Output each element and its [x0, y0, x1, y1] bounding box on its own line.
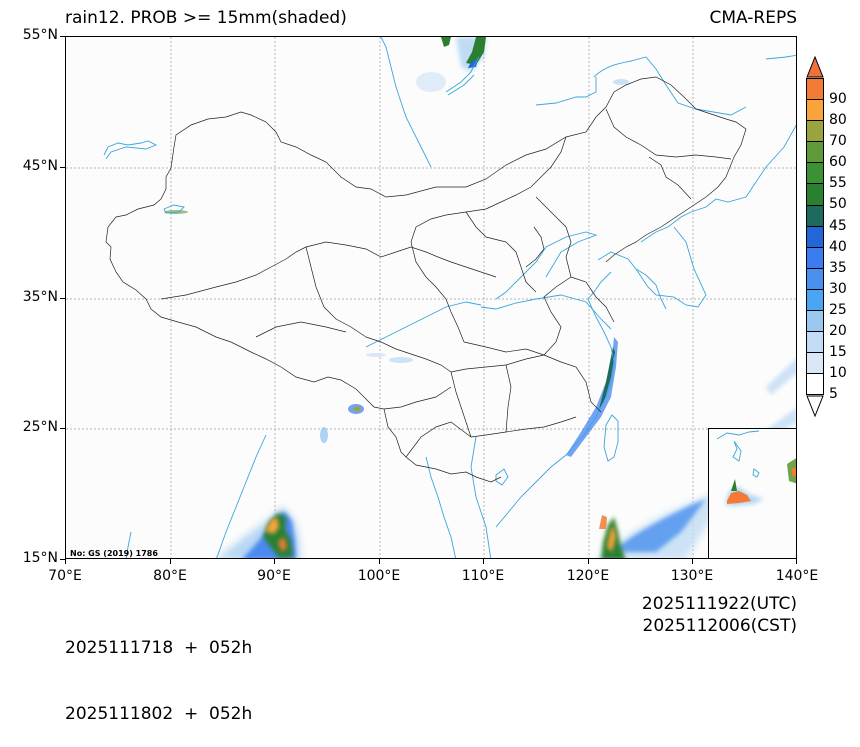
x-tick-120e: 120°E [566, 568, 610, 584]
y-tick-mark [60, 167, 65, 168]
y-tick-35n: 35°N [22, 289, 58, 305]
precip-yunnan [348, 404, 364, 414]
coastlines-rivers [103, 37, 796, 558]
borders [105, 76, 747, 483]
gridlines [66, 37, 796, 558]
approval-number: No: GS (2019) 1786 [70, 549, 158, 558]
map-canvas: No: GS (2019) 1786 [66, 37, 796, 558]
colorbar-tick-label: 25 [829, 301, 847, 318]
colorbar-tick-label: 40 [829, 238, 847, 255]
colorbar-tick-label: 50 [829, 196, 847, 213]
colorbar-segment: 90 [806, 78, 847, 107]
x-tick-70e: 70°E [48, 568, 82, 584]
y-tick-15n: 15°N [22, 550, 58, 566]
x-tick-mark [692, 559, 693, 564]
colorbar-segment: 10 [806, 353, 847, 381]
valid-time-utc: 2025111922(UTC) [641, 594, 797, 614]
precip-southeast-coast [566, 337, 618, 457]
colorbar-tick-label: 70 [829, 133, 847, 150]
x-tick-mark [65, 559, 66, 564]
colorbar-tick-label: 90 [829, 91, 847, 107]
colorbar-tick-label: 45 [829, 217, 847, 234]
y-tick-mark [60, 36, 65, 37]
x-tick-mark [483, 559, 484, 564]
colorbar-tick-label: 30 [829, 280, 847, 297]
colorbar-tick-label: 35 [829, 259, 847, 276]
colorbar-segment: 70 [806, 121, 847, 149]
precip-philippine-sea [598, 477, 738, 558]
south-china-sea-inset [708, 428, 796, 558]
init-time-cst: 2025111802 + 052h [65, 704, 253, 724]
valid-time-block: 2025111922(UTC) 2025112006(CST) [642, 593, 797, 637]
y-tick-mark [60, 298, 65, 299]
precip-bay-of-bengal [218, 507, 301, 558]
colorbar-under-arrow [806, 395, 824, 418]
colorbar-segment: 5 [806, 374, 838, 402]
x-tick-80e: 80°E [153, 568, 187, 584]
init-time-utc: 2025111718 + 052h [65, 638, 253, 658]
x-tick-90e: 90°E [257, 568, 291, 584]
y-tick-45n: 45°N [22, 158, 58, 174]
colorbar-segment: 40 [806, 226, 847, 255]
x-tick-mark [588, 559, 589, 564]
map-panel: No: GS (2019) 1786 [65, 36, 797, 559]
x-tick-130e: 130°E [670, 568, 714, 584]
colorbar-tick-label: 55 [829, 175, 847, 192]
colorbar-segment: 35 [806, 247, 847, 276]
colorbar-tick-label: 20 [829, 323, 847, 340]
x-tick-mark [170, 559, 171, 564]
x-tick-140e: 140°E [775, 568, 819, 584]
colorbar-segment: 50 [806, 184, 847, 212]
x-tick-mark [274, 559, 275, 564]
x-tick-mark [379, 559, 380, 564]
colorbar-over-arrow [806, 56, 824, 78]
title-right: CMA-REPS [709, 8, 797, 28]
colorbar-tick-label: 60 [829, 154, 847, 171]
colorbar-tick-label: 15 [829, 344, 847, 361]
y-tick-mark [60, 428, 65, 429]
init-time-block: 2025111718 + 052h 2025111802 + 052h [65, 593, 252, 747]
colorbar-segment: 20 [806, 311, 847, 339]
title-left: rain12. PROB >= 15mm(shaded) [65, 8, 347, 28]
colorbar-segment: 30 [806, 268, 847, 297]
colorbar-segment: 25 [806, 289, 847, 318]
precip-shading [164, 37, 796, 558]
colorbar-segment: 15 [806, 332, 847, 360]
colorbar-tick-label: 10 [829, 365, 847, 382]
y-tick-25n: 25°N [22, 419, 58, 435]
colorbar-segment: 60 [806, 142, 847, 170]
x-tick-mark [796, 559, 797, 564]
colorbar-segment: 80 [806, 100, 847, 128]
colorbar-tick-label: 5 [829, 386, 838, 403]
colorbar: 90 80 70 60 55 50 45 40 35 30 25 20 15 10 5 [806, 56, 847, 418]
colorbar-segment: 55 [806, 163, 847, 191]
x-tick-100e: 100°E [357, 568, 401, 584]
x-tick-110e: 110°E [461, 568, 505, 584]
y-tick-55n: 55°N [22, 27, 58, 43]
valid-time-cst: 2025112006(CST) [642, 616, 797, 636]
y-tick-mark [60, 559, 65, 560]
precip-baikal [441, 37, 486, 72]
colorbar-segments: 90 80 70 60 55 50 45 40 35 30 25 20 15 10 5 [806, 78, 847, 402]
colorbar-segment: 45 [806, 205, 847, 234]
inset-canvas [716, 430, 796, 506]
colorbar-tick-label: 80 [829, 112, 847, 129]
